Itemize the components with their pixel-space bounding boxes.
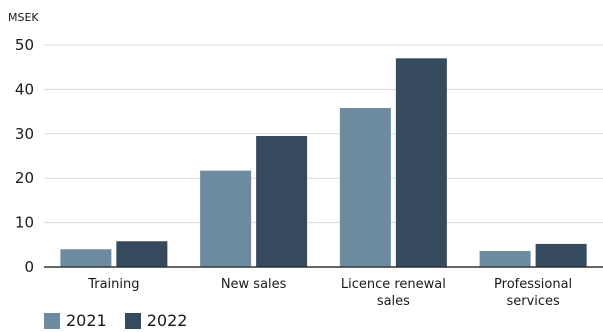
y-tick-label-10: 10 xyxy=(15,214,34,232)
legend-label-2021: 2021 xyxy=(66,311,107,330)
y-tick-label-30: 30 xyxy=(15,125,34,143)
bar-2021-professional-services xyxy=(479,251,531,267)
x-category-label-professional-services-line1: Professional xyxy=(494,277,572,292)
y-tick-labels: 0 10 20 30 40 50 xyxy=(15,36,34,276)
bar-2021-licence-renewal-sales xyxy=(339,108,391,267)
x-category-label-licence-renewal-sales-line1: Licence renewal xyxy=(341,277,446,292)
bar-2022-licence-renewal-sales xyxy=(395,58,447,267)
y-tick-label-50: 50 xyxy=(15,36,34,54)
y-tick-label-40: 40 xyxy=(15,80,34,98)
legend-item-2022: 2022 xyxy=(124,311,188,330)
y-tick-label-0: 0 xyxy=(24,258,34,276)
gridlines xyxy=(44,44,603,268)
legend-item-2021: 2021 xyxy=(44,313,107,329)
bar-2021-new-sales xyxy=(200,170,252,267)
legend-label-2022: 2022 xyxy=(146,311,188,330)
x-category-label-new-sales: New sales xyxy=(221,277,287,292)
x-category-label-professional-services-line2: services xyxy=(506,294,560,309)
x-category-labels: Training New sales Licence renewal sales Pro… xyxy=(87,277,572,309)
bar-chart: MSEK 0 10 20 30 40 50 Training New sales Licenc… xyxy=(8,11,603,309)
bar-2022-professional-services xyxy=(535,243,587,267)
legend-swatch-2021 xyxy=(44,313,60,329)
x-category-label-training: Training xyxy=(87,277,139,292)
bars xyxy=(44,58,603,268)
y-unit-label: MSEK xyxy=(8,11,39,24)
x-category-label-licence-renewal-sales-line2: sales xyxy=(377,294,410,309)
legend-swatch-2022 xyxy=(124,313,141,329)
legend: 2021 2022 xyxy=(44,313,187,329)
bar-2021-training xyxy=(60,249,112,267)
y-tick-label-20: 20 xyxy=(15,169,34,187)
bar-2022-training xyxy=(116,241,168,267)
bar-2022-new-sales xyxy=(256,136,308,267)
